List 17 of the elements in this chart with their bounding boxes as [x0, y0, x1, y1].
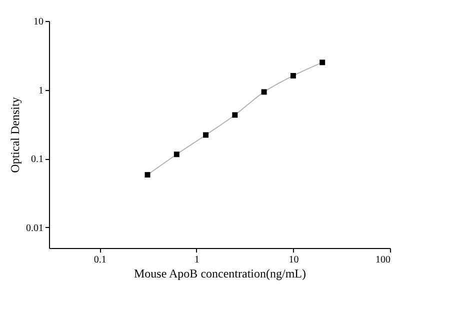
x-tick-label: 10	[288, 254, 299, 266]
point	[261, 89, 267, 95]
point	[144, 172, 150, 178]
point	[232, 112, 238, 118]
point	[290, 72, 296, 78]
y-tick-label: 1	[38, 85, 44, 96]
x-tick-label: 0.1	[94, 254, 106, 266]
x-tick-label: 1	[194, 254, 200, 266]
point	[320, 60, 326, 66]
x-tick-label: 100	[376, 254, 390, 266]
y-axis-title: Optical Density	[8, 97, 22, 173]
point	[174, 152, 180, 158]
y-tick-label: 0.1	[31, 154, 44, 166]
y-tick-label: 0.01	[26, 222, 44, 234]
x-axis-title: Mouse ApoB concentration(ng/mL)	[134, 266, 306, 280]
y-tick-label: 10	[34, 16, 44, 28]
point	[203, 132, 209, 138]
